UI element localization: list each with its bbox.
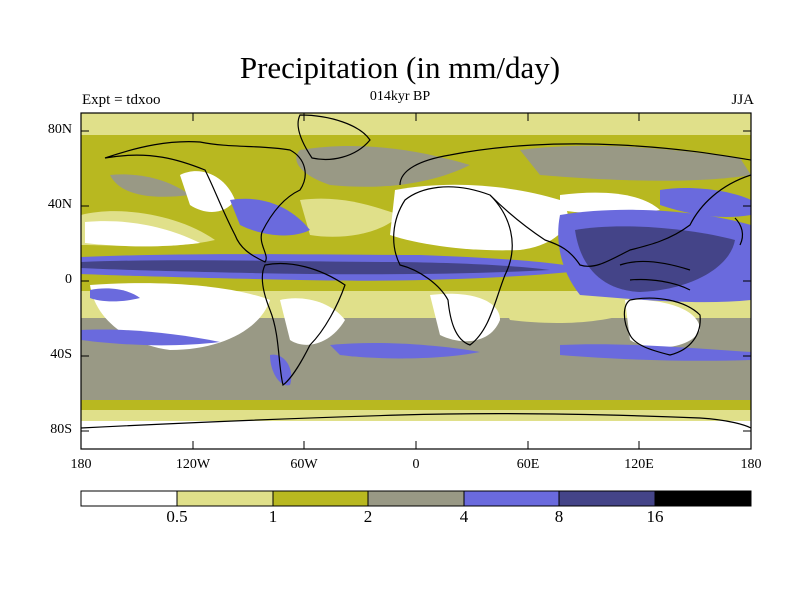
greenland-coast	[297, 114, 371, 161]
eurasia-coast	[399, 143, 751, 267]
lon-label-180w: 180	[70, 457, 92, 472]
colorbar-label-16: 16	[646, 507, 664, 526]
colorbar-swatch-0	[81, 491, 177, 506]
lon-label-120w: 120W	[175, 457, 211, 472]
lat-label-40n: 40N	[47, 197, 72, 212]
coastlines	[81, 114, 751, 429]
lat-label-0: 0	[65, 272, 72, 287]
period-label: 014kyr BP	[369, 89, 431, 104]
colorbar-swatch-4	[464, 491, 559, 506]
lon-label-60e: 60E	[516, 457, 540, 472]
n-atlantic-subtropic-light	[300, 198, 400, 237]
n-pacific-gray	[110, 174, 190, 197]
africa-coast	[393, 186, 513, 346]
map-plot-area	[81, 113, 751, 449]
s-indian-ocean-light	[500, 298, 640, 323]
s-atlantic-storm-moderate	[330, 342, 480, 359]
south-america-dry	[280, 298, 345, 345]
n-atlantic-gray	[296, 145, 470, 187]
australia-coast	[623, 297, 701, 356]
colorbar	[80, 490, 752, 507]
lat-label-80s: 80S	[50, 422, 72, 437]
colorbar-label-2: 2	[363, 507, 373, 526]
lon-label-60w: 60W	[290, 457, 318, 472]
colorbar-swatch-6	[655, 491, 751, 506]
asian-monsoon-heavy	[575, 226, 735, 292]
s-pacific-storm-moderate	[81, 329, 220, 346]
colorbar-swatch-2	[273, 491, 368, 506]
australia-dry	[625, 299, 700, 348]
colorbar-label-8: 8	[554, 507, 564, 526]
antarctic-light-band	[81, 410, 751, 422]
colorbar-frame	[80, 490, 752, 507]
japan-coast	[734, 217, 744, 246]
colorbar-label-1: 1	[268, 507, 278, 526]
season-label: JJA	[731, 92, 754, 108]
axis-ticks	[81, 113, 751, 449]
experiment-label: Expt = tdxoo	[82, 92, 161, 108]
ne-pacific-dry	[85, 221, 200, 247]
colorbar-swatch-3	[368, 491, 464, 506]
maritime-continent-coast	[619, 260, 691, 291]
antarctica-coast	[81, 412, 751, 429]
sw-pacific-moderate	[90, 288, 140, 302]
n-asia-gray	[520, 145, 751, 181]
itcz-heavy	[81, 260, 550, 275]
figure-title: Precipitation (in mm/day)	[239, 50, 561, 85]
lon-label-120e: 120E	[624, 457, 654, 472]
lat-label-40s: 40S	[50, 347, 72, 362]
arctic-light-band	[81, 113, 751, 135]
sahara-arabia-dry	[390, 184, 568, 251]
colorbar-label-0-5: 0.5	[166, 507, 188, 526]
central-asia-dry	[560, 192, 660, 214]
southern-africa-dry	[430, 293, 500, 342]
south-america-coast	[261, 262, 346, 387]
lat-label-80n: 80N	[47, 122, 72, 137]
w-north-america-dry	[180, 171, 235, 212]
lon-label-0: 0	[412, 457, 420, 472]
colorbar-swatch-1	[177, 491, 273, 506]
north-america-coast	[104, 141, 306, 263]
s-indian-storm-moderate	[560, 344, 751, 361]
colorbar-swatch-5	[559, 491, 655, 506]
colorbar-label-4: 4	[459, 507, 469, 526]
lon-label-180e: 180	[740, 457, 762, 472]
